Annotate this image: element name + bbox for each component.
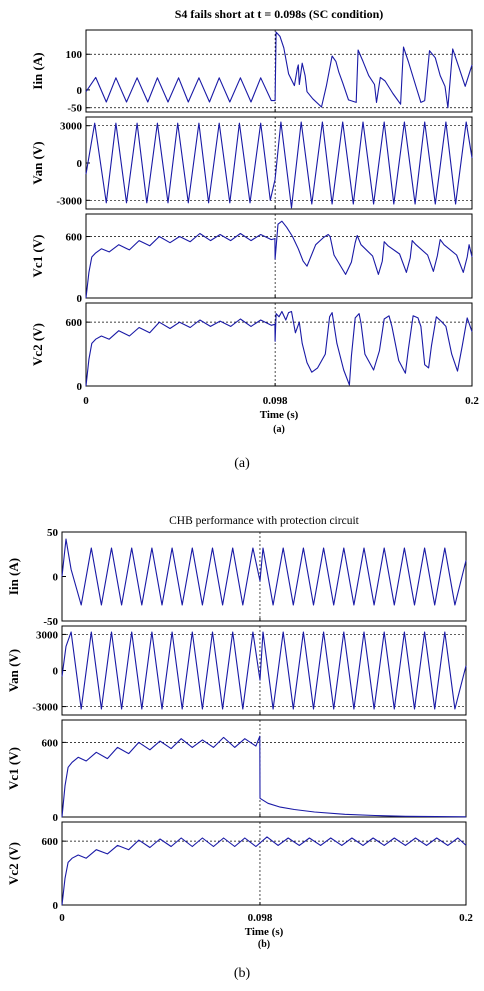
panel-frame <box>85 213 473 299</box>
panel-van-v: 3000 0 -3000 Van (V) <box>6 625 467 716</box>
series-line-vc1-v <box>85 220 473 299</box>
xlabel: Time (s) <box>245 926 284 938</box>
panel-iin-a: 100 0 -50 Iin (A) <box>30 29 473 115</box>
panel-van-v: 3000 0 -3000 Van (V) <box>30 116 473 210</box>
series-line-vc2-v <box>61 836 467 906</box>
ylabel-vc2-v: Vc2 (V) <box>30 323 45 366</box>
caption-a: (a) <box>234 456 250 471</box>
ytick-label: -50 <box>67 103 82 115</box>
xtick-label: 0 <box>59 912 65 924</box>
ytick-label: 3000 <box>36 629 59 641</box>
ytick-label: 0 <box>77 158 83 170</box>
ytick-label: 0 <box>77 381 83 393</box>
chart-title: S4 fails short at t = 0.098s (SC conditi… <box>175 7 384 21</box>
chart-sublabel: (b) <box>258 939 270 950</box>
ytick-label: 0 <box>77 85 83 97</box>
panel-vc2-v: 600 0 Vc2 (V) <box>6 821 467 912</box>
panel-vc1-v: 600 0 Vc1 (V) <box>6 719 467 824</box>
ytick-label: 50 <box>47 527 59 539</box>
ytick-label: -3000 <box>32 702 58 714</box>
ytick-label: 0 <box>53 666 59 678</box>
ytick-label: 600 <box>66 232 83 244</box>
series-line-iin-a <box>85 31 473 109</box>
series-line-vc1-v <box>61 735 467 818</box>
ytick-label: 600 <box>42 737 59 749</box>
xtick-label: 0.2 <box>459 912 473 924</box>
chart-a-sc-condition: S4 fails short at t = 0.098s (SC conditi… <box>30 7 479 435</box>
ylabel-vc1-v: Vc1 (V) <box>30 235 45 278</box>
ytick-label: 0 <box>53 572 59 584</box>
ylabel-van-v: Van (V) <box>6 649 21 692</box>
ytick-label: 0 <box>77 293 83 305</box>
series-line-van-v <box>85 121 473 209</box>
ylabel-van-v: Van (V) <box>30 141 45 184</box>
panel-frame <box>85 116 473 210</box>
ytick-label: 3000 <box>60 121 83 133</box>
chart-sublabel: (a) <box>273 424 285 435</box>
panel-frame <box>85 29 473 113</box>
chart-title: CHB performance with protection circuit <box>169 515 359 527</box>
panel-frame <box>85 302 473 387</box>
panel-vc1-v: 600 0 Vc1 (V) <box>30 213 473 305</box>
xtick-label: 0 <box>83 395 89 407</box>
ytick-label: 600 <box>66 317 83 329</box>
ylabel-vc1-v: Vc1 (V) <box>6 747 21 790</box>
caption-b: (b) <box>233 966 251 981</box>
panel-vc2-v: 600 0 Vc2 (V) <box>30 302 473 393</box>
ytick-label: 0 <box>53 900 59 912</box>
ytick-label: -50 <box>43 616 58 628</box>
ytick-label: 100 <box>66 49 83 61</box>
ylabel-iin-a: Iin (A) <box>6 558 21 595</box>
ytick-label: 600 <box>42 836 59 848</box>
panel-iin-a: 50 0 -50 Iin (A) <box>6 527 467 628</box>
panel-frame <box>61 821 467 906</box>
xtick-label: 0.098 <box>248 912 273 924</box>
xtick-label: 0.2 <box>465 395 479 407</box>
ylabel-iin-a: Iin (A) <box>30 52 45 89</box>
series-line-iin-a <box>61 538 467 606</box>
ytick-label: -3000 <box>56 195 82 207</box>
series-line-vc2-v <box>85 310 473 387</box>
ytick-label: 0 <box>53 812 59 824</box>
xtick-label: 0.098 <box>263 395 288 407</box>
chart-b-protection-circuit: CHB performance with protection circuit5… <box>6 515 473 950</box>
xlabel: Time (s) <box>260 409 299 421</box>
panel-frame <box>61 719 467 818</box>
series-line-van-v <box>61 631 467 710</box>
ylabel-vc2-v: Vc2 (V) <box>6 842 21 885</box>
panel-frame <box>61 531 467 622</box>
